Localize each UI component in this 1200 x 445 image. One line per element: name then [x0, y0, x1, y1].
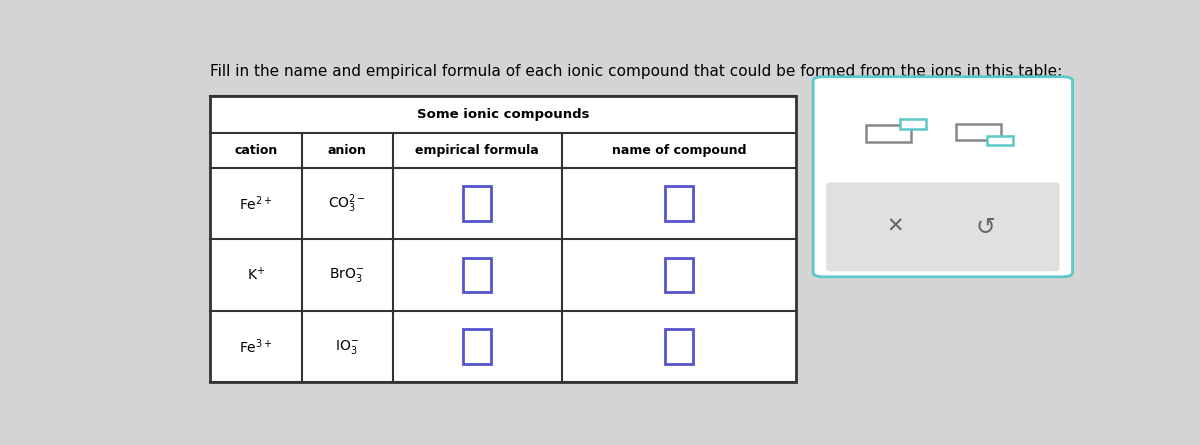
Bar	[463, 186, 491, 221]
Text: K$^{+}$: K$^{+}$	[247, 267, 265, 284]
Bar	[665, 329, 694, 364]
Bar	[210, 96, 797, 382]
Text: name of compound: name of compound	[612, 144, 746, 157]
Text: ✕: ✕	[887, 217, 904, 237]
Bar	[665, 186, 694, 221]
Text: cation: cation	[234, 144, 277, 157]
FancyBboxPatch shape	[826, 182, 1060, 271]
Bar	[986, 136, 1013, 146]
Text: IO$_3^{-}$: IO$_3^{-}$	[335, 338, 359, 356]
Bar	[956, 124, 1001, 140]
FancyBboxPatch shape	[814, 77, 1073, 277]
Bar	[866, 125, 911, 142]
Text: CO$_3^{2-}$: CO$_3^{2-}$	[328, 192, 366, 215]
Bar	[210, 96, 797, 382]
Text: Fill in the name and empirical formula of each ionic compound that could be form: Fill in the name and empirical formula o…	[210, 64, 1063, 79]
Text: anion: anion	[328, 144, 366, 157]
Bar	[665, 258, 694, 292]
Text: empirical formula: empirical formula	[415, 144, 539, 157]
Bar	[463, 329, 491, 364]
Bar	[900, 119, 926, 129]
Text: Fe$^{3+}$: Fe$^{3+}$	[239, 337, 272, 356]
Bar	[463, 258, 491, 292]
Text: Fe$^{2+}$: Fe$^{2+}$	[239, 194, 272, 213]
Text: ↺: ↺	[976, 215, 995, 239]
Text: Some ionic compounds: Some ionic compounds	[418, 108, 589, 121]
Text: BrO$_3^{-}$: BrO$_3^{-}$	[330, 266, 365, 284]
